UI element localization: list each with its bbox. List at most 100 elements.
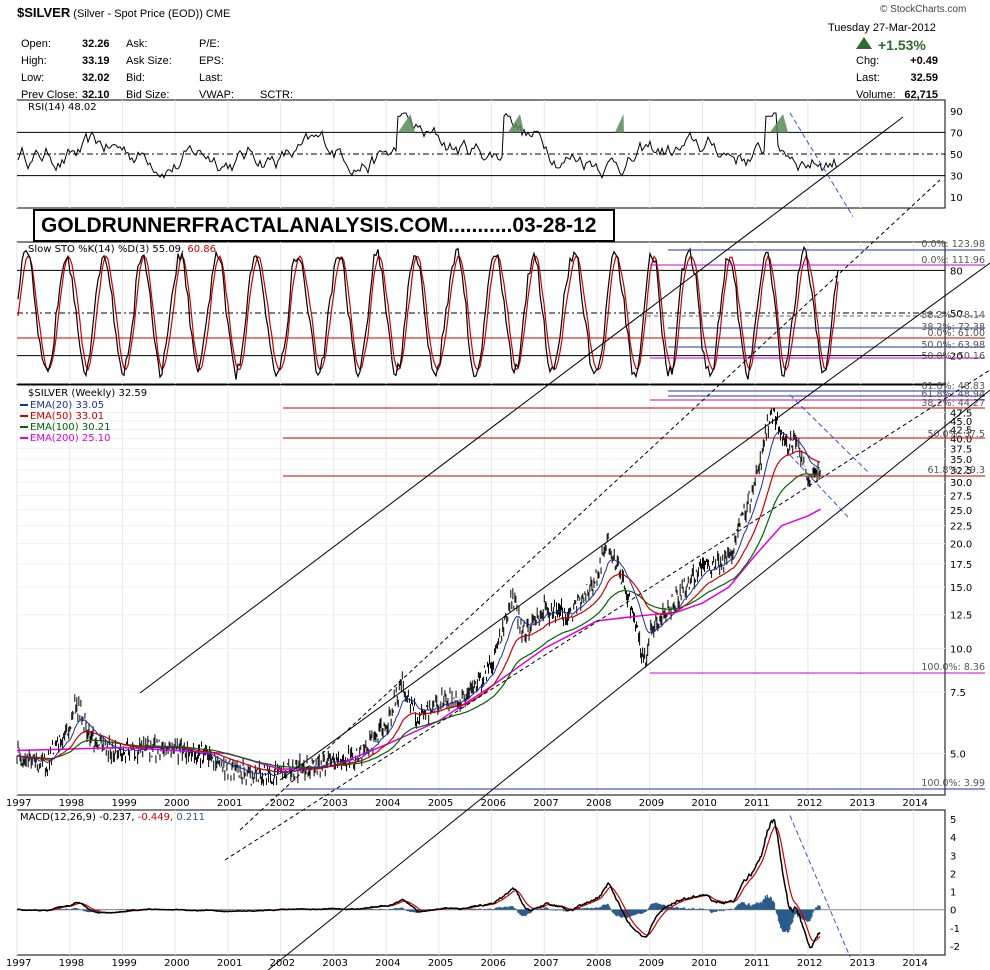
rsi-trendline xyxy=(789,112,854,217)
rsi-tick-label: 10 xyxy=(950,193,963,204)
quote-value: 62,715 xyxy=(904,89,938,101)
price-tick-label: 7.5 xyxy=(950,688,966,699)
price-fib-label: 100.0%: 3.99 xyxy=(921,778,985,789)
macd-tick-label: 2 xyxy=(950,869,956,880)
price-tick-label: 37.5 xyxy=(950,444,972,455)
macd-legend-hist: 0.211 xyxy=(176,812,205,823)
symbol-name: (Silver - Spot Price (EOD)) xyxy=(73,8,203,20)
quote-label: Ask: xyxy=(126,38,148,50)
site-banner: GOLDRUNNERFRACTALANALYSIS.COM...........… xyxy=(33,209,615,242)
price-tick-label: 47.5 xyxy=(950,409,972,420)
macd-line xyxy=(16,818,821,949)
price-tick-label: 17.5 xyxy=(950,560,972,571)
ema-legend-label: EMA(50) 33.01 xyxy=(30,411,104,422)
channel-trendline xyxy=(279,262,990,781)
price-x-tick-label: 2009 xyxy=(639,798,664,809)
quote-label: Bid Size: xyxy=(126,89,170,101)
rsi-tick-label: 70 xyxy=(950,128,963,139)
price-wedge-line xyxy=(789,454,849,518)
price-fib-label: 38.2%: 44.27 xyxy=(921,398,985,409)
quote-value: 32.26 xyxy=(82,38,110,50)
price-x-tick-label: 1997 xyxy=(6,798,31,809)
sto-tick-label: 20 xyxy=(950,352,963,363)
ema-legend-label: EMA(100) 30.21 xyxy=(30,422,110,433)
macd-tick-label: 4 xyxy=(950,833,956,844)
sto-k-line xyxy=(17,245,839,380)
quote-label: P/E: xyxy=(199,38,220,50)
sto-fib-label: 38.2%: 72.38 xyxy=(921,322,985,333)
macd-tick-label: 3 xyxy=(950,851,956,862)
ema200-line xyxy=(16,508,821,771)
macd-x-tick-label: 2002 xyxy=(270,958,295,969)
channel-trendline xyxy=(267,389,990,970)
price-tick-label: 42.5 xyxy=(950,425,972,436)
watermark: © StockCharts.com xyxy=(880,4,967,15)
pct-change: +1.53% xyxy=(878,37,926,53)
price-x-tick-label: 1998 xyxy=(59,798,84,809)
macd-tick-label: -1 xyxy=(950,924,960,935)
quote-label: VWAP: xyxy=(199,89,235,101)
ema-legend-label: EMA(20) 33.05 xyxy=(30,400,104,411)
macd-x-tick-label: 2008 xyxy=(586,958,611,969)
rsi-legend: RSI(14) 48.02 xyxy=(28,102,97,113)
quote-label: Prev Close: xyxy=(21,89,78,101)
sctr-label: SCTR: xyxy=(260,89,293,101)
quote-value: 33.19 xyxy=(82,55,110,67)
price-x-tick-label: 2012 xyxy=(797,798,822,809)
price-tick-label: 45.0 xyxy=(950,417,972,428)
sto-fib-label: 0.0%: 111.96 xyxy=(921,255,985,266)
quote-value: 32.02 xyxy=(82,72,110,84)
rsi-overbought-fill xyxy=(770,114,788,133)
macd-x-tick-label: 2012 xyxy=(797,958,822,969)
price-tick-label: 5.0 xyxy=(950,749,966,760)
price-tick-label: 32.5 xyxy=(950,466,972,477)
quote-label: Ask Size: xyxy=(126,55,172,67)
macd-x-tick-label: 2011 xyxy=(744,958,769,969)
price-tick-label: 40.0 xyxy=(950,435,972,446)
price-fib-label: 50.0%: 37.5 xyxy=(927,429,985,440)
price-fib-label: 61.8%: 48.83 xyxy=(921,381,985,392)
chart-title: $SILVER (Silver - Spot Price (EOD)) CME xyxy=(17,5,230,20)
price-x-tick-label: 2000 xyxy=(164,798,189,809)
rsi-overbought-fill xyxy=(398,114,415,133)
sto-fib-label: 0.0%: 123.98 xyxy=(921,239,985,250)
macd-x-tick-label: 2000 xyxy=(164,958,189,969)
macd-x-tick-label: 2006 xyxy=(481,958,506,969)
macd-signal-line xyxy=(16,826,821,942)
macd-x-tick-label: 1998 xyxy=(59,958,84,969)
price-tick-label: 27.5 xyxy=(950,491,972,502)
macd-x-tick-label: 2004 xyxy=(375,958,400,969)
ema-legend-label: EMA(200) 25.10 xyxy=(30,433,110,444)
sto-tick-label: 80 xyxy=(950,266,963,277)
macd-x-tick-label: 2001 xyxy=(217,958,242,969)
price-tick-label: 10.0 xyxy=(950,645,972,656)
price-x-tick-label: 1999 xyxy=(111,798,136,809)
price-x-tick-label: 2013 xyxy=(850,798,875,809)
macd-legend-text: MACD(12,26,9) -0.237, xyxy=(20,812,138,823)
price-fib-label: 61.8%: 29.3 xyxy=(927,465,985,476)
quote-value: 32.59 xyxy=(910,72,938,84)
quote-label: Bid: xyxy=(126,72,145,84)
macd-tick-label: 1 xyxy=(950,888,956,899)
price-x-tick-label: 2001 xyxy=(217,798,242,809)
macd-x-tick-label: 2010 xyxy=(691,958,716,969)
ema20-line xyxy=(16,431,821,777)
rsi-tick-label: 90 xyxy=(950,107,963,118)
panel-frame-price xyxy=(16,384,946,796)
macd-legend: MACD(12,26,9) -0.237, -0.449, 0.211 xyxy=(20,812,205,823)
sto-fib-label: 50.0%: 63.98 xyxy=(921,340,985,351)
price-fib-label: 100.0%: 8.36 xyxy=(921,662,985,673)
sto-legend: Slow STO %K(14) %D(3) 55.09, 60.86 xyxy=(28,244,216,255)
macd-x-tick-label: 2014 xyxy=(902,958,927,969)
macd-x-tick-label: 2005 xyxy=(428,958,453,969)
sto-legend-text: Slow STO %K(14) %D(3) 55.09, xyxy=(28,244,187,255)
ema50-line xyxy=(16,450,821,773)
quote-label: Volume: xyxy=(856,89,896,101)
channel-trendline xyxy=(239,179,941,831)
price-x-tick-label: 2010 xyxy=(691,798,716,809)
macd-x-tick-label: 2003 xyxy=(322,958,347,969)
ema100-line xyxy=(16,473,821,769)
sto-fib-label: 38.2%: 78.14 xyxy=(921,310,985,321)
macd-tick-label: -2 xyxy=(950,942,960,953)
